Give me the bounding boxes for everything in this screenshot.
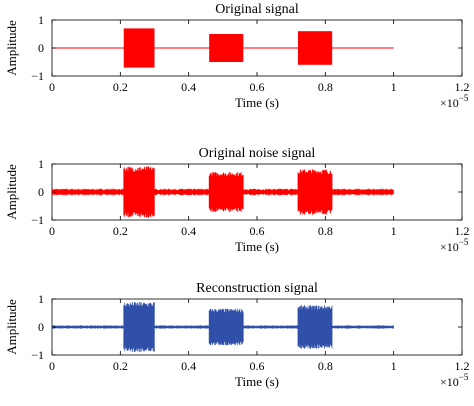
signal-burst-2: [208, 172, 244, 212]
y-axis-ticks: 1 0 −1: [31, 13, 462, 83]
y-tick-label: −1: [31, 348, 44, 362]
y-tick-label: 0: [38, 320, 44, 334]
y-tick-label: 0: [38, 185, 44, 199]
x-axis-multiplier: ×10−5: [440, 93, 469, 110]
chart-title: Reconstruction signal: [196, 281, 318, 296]
y-tick-label: 0: [38, 41, 44, 55]
x-tick-label: 0.6: [250, 359, 265, 373]
x-axis-ticks: 0 0.2 0.4 0.6 0.8 1 1.2: [49, 299, 470, 373]
x-axis-ticks: 0 0.2 0.4 0.6 0.8 1 1.2: [49, 164, 470, 238]
x-tick-label: 0: [49, 359, 55, 373]
x-axis-multiplier: ×10−5: [440, 372, 469, 389]
x-tick-label: 1.2: [455, 80, 470, 94]
x-tick-label: 0.4: [181, 359, 196, 373]
signal-burst-3: [297, 169, 333, 215]
y-axis-label: Amplitude: [4, 20, 19, 76]
signal-burst-2: [208, 308, 244, 346]
chart-title: Original signal: [215, 2, 299, 17]
y-axis-label: Amplitude: [4, 164, 19, 220]
x-tick-label: 0: [49, 224, 55, 238]
x-tick-label: 0.2: [113, 224, 128, 238]
signal-burst-1: [123, 28, 155, 68]
y-tick-label: −1: [31, 213, 44, 227]
y-tick-label: −1: [31, 69, 44, 83]
signal-burst-1: [123, 166, 155, 218]
y-axis-ticks: 1 0 −1: [31, 292, 462, 362]
x-tick-label: 0.8: [318, 80, 333, 94]
x-tick-label: 1: [391, 224, 397, 238]
signal-series: [51, 301, 394, 353]
x-axis-label: Time (s): [235, 374, 279, 389]
y-tick-label: 1: [38, 157, 44, 171]
x-tick-label: 0.4: [181, 80, 196, 94]
x-tick-label: 1: [391, 359, 397, 373]
y-tick-label: 1: [38, 13, 44, 27]
x-tick-label: 0.2: [113, 359, 128, 373]
y-axis-ticks: 1 0 −1: [31, 157, 462, 227]
x-axis-label: Time (s): [235, 239, 279, 254]
signal-burst-3: [298, 31, 333, 65]
signal-burst-3: [297, 305, 333, 349]
x-tick-label: 0: [49, 80, 55, 94]
x-tick-label: 1: [391, 80, 397, 94]
signal-series: [51, 166, 394, 218]
x-axis-ticks: 0 0.2 0.4 0.6 0.8 1 1.2: [49, 20, 470, 94]
x-axis-label: Time (s): [235, 95, 279, 110]
x-tick-label: 0.6: [250, 224, 265, 238]
x-tick-label: 0.6: [250, 80, 265, 94]
x-tick-label: 0.8: [318, 359, 333, 373]
x-tick-label: 0.2: [113, 80, 128, 94]
x-tick-label: 0.4: [181, 224, 196, 238]
x-tick-label: 0.8: [318, 224, 333, 238]
y-tick-label: 1: [38, 292, 44, 306]
x-tick-label: 1.2: [455, 224, 470, 238]
y-axis-label: Amplitude: [4, 299, 19, 355]
x-tick-label: 1.2: [455, 359, 470, 373]
signal-burst-2: [209, 34, 244, 62]
signal-series: [52, 28, 394, 68]
signal-burst-1: [123, 301, 155, 353]
x-axis-multiplier: ×10−5: [440, 237, 469, 254]
chart-title: Original noise signal: [199, 146, 316, 161]
chart-panel-1: Original signal 0 0.2 0.4 0.6 0.8 1 1.2 1 0 −1 Time…: [4, 2, 470, 110]
